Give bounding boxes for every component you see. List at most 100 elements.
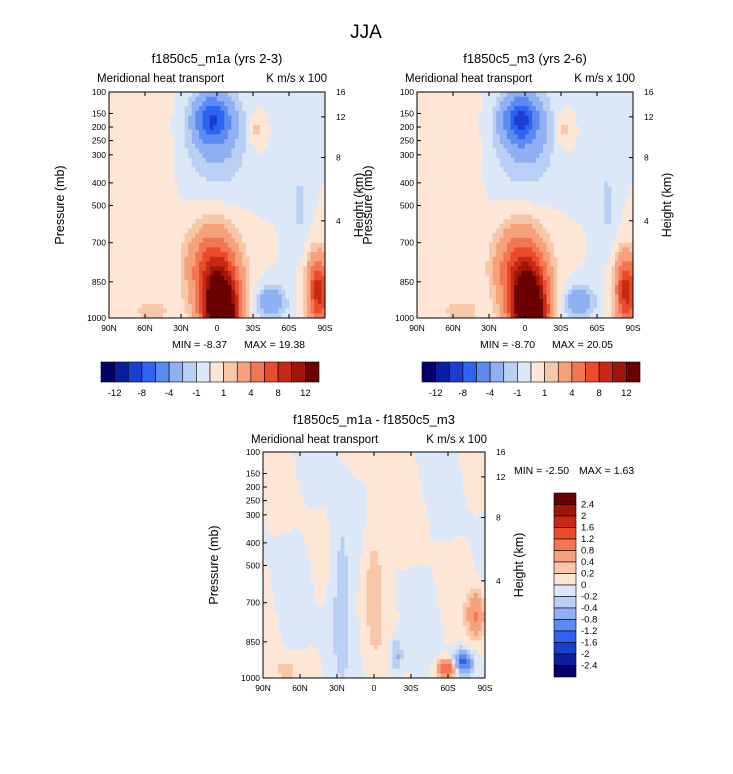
heatmap-cell bbox=[456, 303, 461, 309]
heatmap-cell bbox=[263, 157, 268, 164]
heatmap-cell bbox=[209, 261, 214, 267]
heatmap-cell bbox=[181, 308, 185, 314]
heatmap-cell bbox=[507, 153, 511, 159]
heatmap-cell bbox=[116, 120, 121, 126]
heatmap-cell bbox=[195, 261, 200, 267]
heatmap-cell bbox=[424, 120, 429, 126]
heatmap-cell bbox=[550, 266, 555, 272]
heatmap-cell bbox=[227, 172, 232, 178]
heatmap-cell bbox=[256, 233, 261, 239]
heatmap-cell bbox=[561, 115, 565, 121]
heatmap-cell bbox=[152, 181, 157, 187]
heatmap-cell bbox=[202, 106, 207, 112]
heatmap-cell bbox=[159, 266, 164, 272]
heatmap-cell bbox=[489, 162, 493, 168]
heatmap-cell bbox=[130, 120, 135, 126]
heatmap-cell bbox=[478, 275, 483, 281]
heatmap-cell bbox=[173, 209, 178, 215]
heatmap-cell bbox=[116, 92, 121, 98]
heatmap-cell bbox=[123, 242, 128, 248]
heatmap-cell bbox=[242, 101, 247, 107]
heatmap-cell bbox=[535, 181, 540, 187]
heatmap-cell bbox=[292, 129, 297, 135]
heatmap-cell bbox=[159, 256, 164, 262]
heatmap-cell bbox=[195, 308, 200, 314]
heatmap-cell bbox=[528, 181, 533, 187]
heatmap-cell bbox=[109, 195, 113, 201]
heatmap-cell bbox=[173, 205, 178, 211]
heatmap-cell bbox=[173, 129, 178, 135]
heatmap-cell bbox=[543, 294, 547, 300]
heatmap-cell bbox=[263, 266, 268, 272]
heatmap-cell bbox=[202, 223, 207, 229]
heatmap-cell bbox=[557, 134, 562, 140]
heatmap-cell bbox=[485, 233, 490, 239]
heatmap-cell bbox=[438, 275, 443, 281]
heatmap-cell bbox=[561, 247, 565, 253]
heatmap-cell bbox=[507, 219, 511, 225]
heatmap-cell bbox=[231, 96, 236, 102]
heatmap-cell bbox=[561, 252, 565, 258]
heatmap-cell bbox=[460, 186, 465, 192]
heatmap-cell bbox=[163, 299, 167, 305]
heatmap-cell bbox=[471, 129, 475, 135]
heatmap-cell bbox=[481, 214, 486, 220]
heatmap-cell bbox=[442, 200, 447, 206]
heatmap-cell bbox=[191, 139, 196, 145]
heatmap-cell bbox=[424, 176, 429, 182]
heatmap-cell bbox=[148, 167, 153, 173]
heatmap-cell bbox=[137, 186, 142, 192]
heatmap-cell bbox=[307, 153, 311, 159]
heatmap-cell bbox=[137, 270, 142, 277]
heatmap-cell bbox=[278, 266, 283, 272]
heatmap-cell bbox=[235, 195, 239, 201]
heatmap-cell bbox=[253, 219, 257, 225]
heatmap-cell bbox=[539, 200, 544, 206]
heatmap-cell bbox=[227, 289, 232, 295]
heatmap-cell bbox=[191, 280, 196, 286]
heatmap-cell bbox=[492, 228, 497, 234]
heatmap-cell bbox=[420, 181, 425, 187]
heatmap-cell bbox=[431, 252, 436, 258]
heatmap-cell bbox=[170, 200, 175, 206]
heatmap-cell bbox=[109, 148, 113, 154]
heatmap-cell bbox=[517, 162, 522, 168]
heatmap-cell bbox=[238, 256, 243, 262]
heatmap-cell bbox=[112, 280, 117, 286]
heatmap-cell bbox=[130, 270, 135, 277]
heatmap-cell bbox=[184, 139, 189, 145]
heatmap-cell bbox=[267, 294, 272, 300]
heatmap-cell bbox=[249, 157, 254, 164]
heatmap-cell bbox=[321, 275, 326, 281]
heatmap-cell bbox=[271, 190, 275, 196]
heatmap-cell bbox=[564, 157, 569, 164]
heatmap-cell bbox=[492, 162, 497, 168]
heatmap-cell bbox=[521, 181, 526, 187]
heatmap-cell bbox=[112, 153, 117, 159]
heatmap-cell bbox=[478, 308, 483, 314]
heatmap-cell bbox=[474, 176, 479, 182]
heatmap-cell bbox=[271, 167, 275, 173]
heatmap-cell bbox=[481, 223, 486, 229]
heatmap-cell bbox=[141, 294, 146, 300]
heatmap-cell bbox=[467, 256, 472, 262]
heatmap-cell bbox=[285, 134, 290, 140]
heatmap-cell bbox=[467, 153, 472, 159]
heatmap-cell bbox=[134, 294, 139, 300]
heatmap-cell bbox=[271, 157, 275, 164]
heatmap-cell bbox=[184, 237, 189, 244]
heatmap-cell bbox=[159, 289, 164, 295]
heatmap-cell bbox=[550, 209, 555, 215]
heatmap-cell bbox=[188, 195, 193, 201]
heatmap-cell bbox=[206, 153, 211, 159]
heatmap-cell bbox=[561, 176, 565, 182]
heatmap-cell bbox=[564, 162, 569, 168]
heatmap-cell bbox=[553, 242, 558, 248]
heatmap-cell bbox=[460, 219, 465, 225]
heatmap-cell bbox=[292, 275, 297, 281]
heatmap-cell bbox=[209, 110, 214, 116]
heatmap-cell bbox=[195, 162, 200, 168]
heatmap-cell bbox=[449, 285, 454, 291]
heatmap-cell bbox=[148, 129, 153, 135]
heatmap-cell bbox=[209, 242, 214, 248]
